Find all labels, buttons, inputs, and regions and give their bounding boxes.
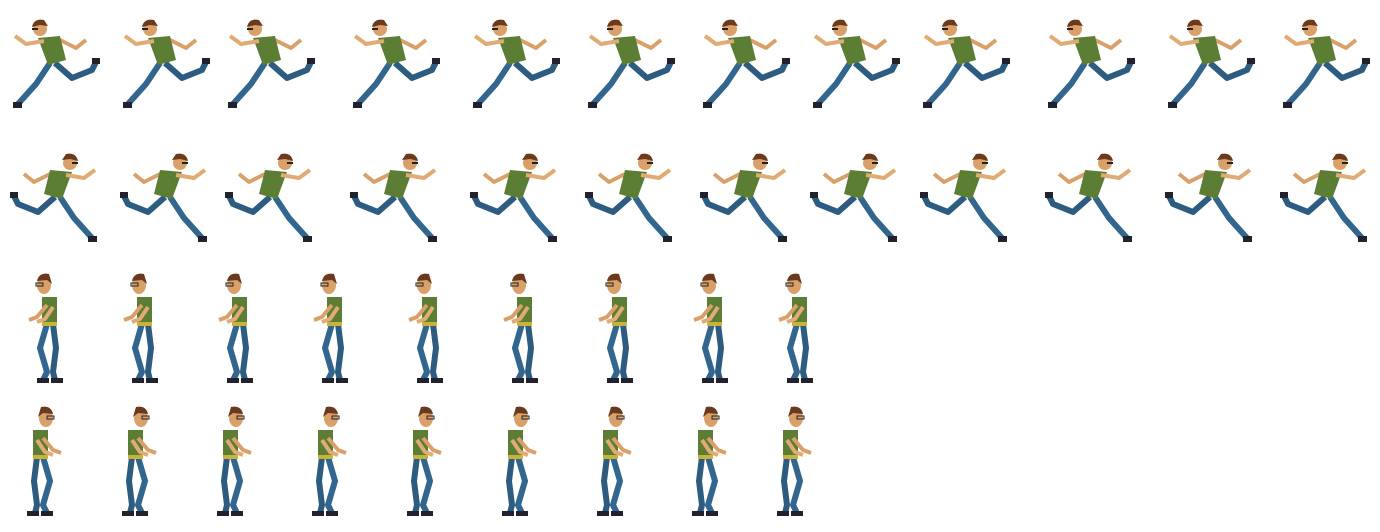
sprite-frame — [597, 407, 631, 516]
sprite-frame — [473, 20, 560, 108]
sprite-frame — [779, 274, 813, 383]
sprite-frame — [1283, 20, 1370, 108]
sprite-frame — [124, 274, 158, 383]
sprite-frame — [27, 407, 61, 516]
sprite-frame — [470, 154, 557, 242]
sprite-frame — [219, 274, 253, 383]
sprite-frame — [810, 154, 897, 242]
sprite-frame — [599, 274, 633, 383]
sprite-frame — [1048, 20, 1135, 108]
sprite-frame — [703, 20, 790, 108]
sprite-frame — [700, 154, 787, 242]
sprite-frame — [29, 274, 63, 383]
idle-row-right — [27, 407, 811, 516]
sprite-frame — [588, 20, 675, 108]
sprite-frame — [314, 274, 348, 383]
sprite-frame — [920, 154, 1007, 242]
sprite-frame — [312, 407, 346, 516]
sprite-frame — [409, 274, 443, 383]
sprite-frame — [692, 407, 726, 516]
run-row-right — [10, 154, 1367, 242]
sprite-frame — [407, 407, 441, 516]
sprite-frame — [10, 154, 97, 242]
sprite-frame — [777, 407, 811, 516]
sprite-frame — [217, 407, 251, 516]
sprite-frame — [1168, 20, 1255, 108]
sprite-frame — [350, 154, 437, 242]
sprite-frame — [813, 20, 900, 108]
sprite-frame — [120, 154, 207, 242]
sprite-frame — [502, 407, 536, 516]
sprite-frame — [1045, 154, 1132, 242]
sprite-frame — [122, 407, 156, 516]
sprite-frame — [1165, 154, 1252, 242]
sprite-frame — [13, 20, 100, 108]
sprite-frame — [1280, 154, 1367, 242]
sprite-frame — [228, 20, 315, 108]
sprite-frame — [353, 20, 440, 108]
idle-row-left — [29, 274, 813, 383]
sprite-frame — [585, 154, 672, 242]
sprite-frame — [225, 154, 312, 242]
sprite-frame — [694, 274, 728, 383]
run-row-left — [13, 20, 1370, 108]
sprite-frame — [923, 20, 1010, 108]
sprite-frame — [504, 274, 538, 383]
sprite-frame — [123, 20, 210, 108]
